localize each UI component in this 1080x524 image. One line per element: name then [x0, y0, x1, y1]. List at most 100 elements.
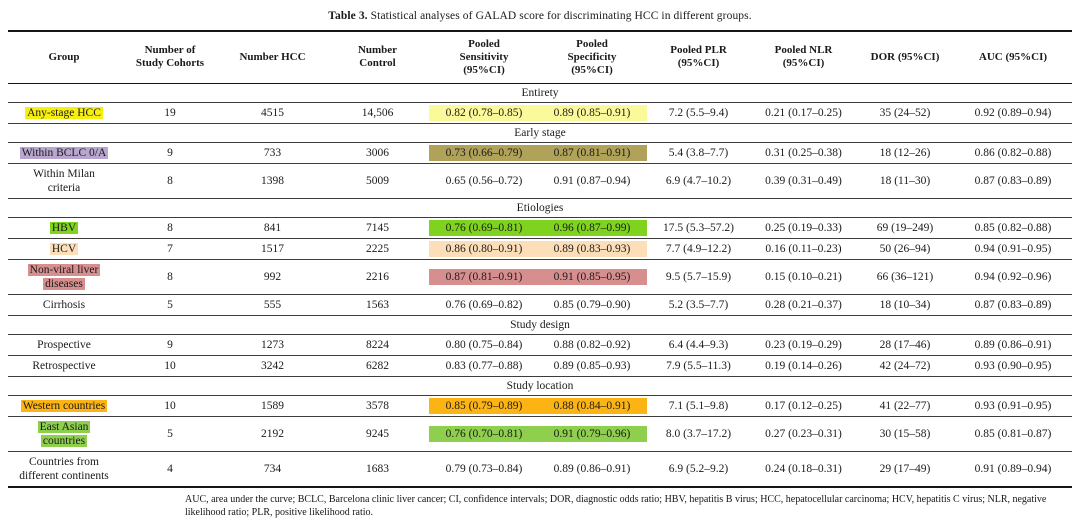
control-cell: 7145	[366, 222, 389, 235]
auc-cell: 0.91 (0.89–0.94)	[974, 463, 1052, 476]
auc-cell: 0.94 (0.91–0.95)	[974, 243, 1052, 256]
sensitivity-cell: 0.83 (0.77–0.88)	[445, 360, 523, 373]
group-cell: Countries from different continents	[8, 452, 120, 488]
sensitivity-cell-value: 0.73 (0.66–0.79)	[429, 144, 539, 161]
specificity-cell: 0.91 (0.85–0.95)	[537, 260, 647, 295]
specificity-cell-value: 0.96 (0.87–0.99)	[537, 220, 647, 237]
group-cell: Non-viral liver diseases	[8, 260, 120, 295]
control-cell: 14,506	[361, 106, 394, 119]
plr-cell: 5.2 (3.5–7.7)	[668, 299, 729, 312]
table-row: East Asian countries 5 2192 9245 0.76 (0.70–…	[8, 417, 1072, 452]
cohorts-cell: 19	[164, 106, 176, 119]
section-row: Entirety	[8, 83, 1072, 103]
plr-cell: 6.9 (4.7–10.2)	[665, 174, 732, 187]
hcc-cell: 4515	[261, 106, 284, 119]
nlr-cell: 0.15 (0.10–0.21)	[765, 271, 842, 284]
header-row: Group Number of Study Cohorts Number HCC Num…	[8, 31, 1072, 84]
column-header: Pooled NLR (95%CI)	[774, 44, 833, 70]
hcc-cell: 555	[263, 299, 282, 312]
dor-cell: 29 (17–49)	[879, 463, 931, 476]
table-caption-label: Table 3.	[328, 10, 368, 22]
sensitivity-cell-value: 0.82 (0.78–0.85)	[429, 104, 539, 121]
sensitivity-cell: 0.82 (0.78–0.85)	[429, 102, 539, 123]
plr-cell: 7.2 (5.5–9.4)	[668, 106, 729, 119]
group-cell: Within BCLC 0/A	[8, 142, 120, 163]
column-header: Pooled Specificity (95%CI)	[567, 38, 617, 76]
group-label: Countries from different continents	[19, 456, 109, 483]
section-label: Study design	[510, 319, 570, 332]
group-label: Prospective	[37, 339, 91, 352]
plr-cell: 5.4 (3.8–7.7)	[668, 146, 729, 159]
specificity-cell: 0.87 (0.81–0.91)	[537, 142, 647, 163]
table-row: Western countries 10 1589 3578 0.85 (0.79–0.…	[8, 396, 1072, 417]
table-row: HCV 7 1517 2225 0.86 (0.80–0.91) 0.89 (0.83–0…	[8, 239, 1072, 260]
control-cell: 9245	[366, 428, 389, 441]
auc-cell: 0.87 (0.83–0.89)	[974, 174, 1052, 187]
sensitivity-cell: 0.76 (0.69–0.81)	[429, 218, 539, 239]
nlr-cell: 0.28 (0.21–0.37)	[765, 299, 842, 312]
specificity-cell-value: 0.89 (0.83–0.93)	[537, 241, 647, 258]
control-cell: 8224	[366, 339, 389, 352]
group-label: HBV	[49, 222, 79, 235]
auc-cell: 0.87 (0.83–0.89)	[974, 299, 1052, 312]
control-cell: 2225	[366, 243, 389, 256]
cohorts-cell: 10	[164, 400, 176, 413]
specificity-cell-value: 0.88 (0.84–0.91)	[537, 398, 647, 415]
specificity-cell-value: 0.87 (0.81–0.91)	[537, 144, 647, 161]
column-header: AUC (95%CI)	[978, 50, 1048, 63]
specificity-cell-value: 0.89 (0.85–0.91)	[537, 104, 647, 121]
table-row: Non-viral liver diseases 8 992 2216 0.87 (0.…	[8, 260, 1072, 295]
nlr-cell: 0.17 (0.12–0.25)	[765, 400, 842, 413]
table-caption: Table 3. Statistical analyses of GALAD s…	[0, 10, 1080, 22]
dor-cell: 69 (19–249)	[876, 222, 934, 235]
hcc-cell: 992	[263, 271, 282, 284]
table-footnote: AUC, area under the curve; BCLC, Barcelo…	[185, 494, 1047, 519]
table-row: Countries from different continents 4 734 1…	[8, 452, 1072, 488]
group-cell: East Asian countries	[8, 417, 120, 452]
group-label: Western countries	[20, 400, 108, 413]
dor-cell: 35 (24–52)	[879, 106, 931, 119]
group-cell: Any-stage HCC	[8, 102, 120, 123]
cohorts-cell: 8	[167, 271, 173, 284]
specificity-cell: 0.88 (0.82–0.92)	[553, 339, 631, 352]
sensitivity-cell: 0.76 (0.70–0.81)	[429, 417, 539, 452]
sensitivity-cell: 0.76 (0.69–0.82)	[445, 299, 523, 312]
specificity-cell: 0.91 (0.87–0.94)	[553, 174, 631, 187]
group-label: Within BCLC 0/A	[19, 146, 109, 159]
cohorts-cell: 5	[167, 428, 173, 441]
group-cell: Prospective	[8, 335, 120, 356]
group-cell: HBV	[8, 218, 120, 239]
specificity-cell: 0.89 (0.85–0.93)	[553, 360, 631, 373]
group-cell: Within Milan criteria	[8, 163, 120, 198]
group-cell: HCV	[8, 239, 120, 260]
control-cell: 3006	[366, 146, 389, 159]
section-label: Entirety	[521, 86, 559, 99]
auc-cell: 0.89 (0.86–0.91)	[974, 339, 1052, 352]
sensitivity-cell-value: 0.76 (0.70–0.81)	[429, 426, 539, 443]
group-label: HCV	[49, 243, 79, 256]
table-row: Retrospective 10 3242 6282 0.83 (0.77–0.88) 0…	[8, 356, 1072, 377]
group-label: Non-viral liver diseases	[27, 264, 101, 291]
table-row: HBV 8 841 7145 0.76 (0.69–0.81) 0.96 (0.87–0.…	[8, 218, 1072, 239]
group-label: Retrospective	[32, 360, 96, 373]
plr-cell: 7.1 (5.1–9.8)	[668, 400, 729, 413]
table-body: Entirety Any-stage HCC 19 4515 14,506 0.82 (0…	[8, 83, 1072, 488]
cohorts-cell: 8	[167, 174, 173, 187]
dor-cell: 18 (11–30)	[879, 174, 931, 187]
section-row: Study location	[8, 377, 1072, 396]
dor-cell: 41 (22–77)	[879, 400, 931, 413]
sensitivity-cell-value: 0.87 (0.81–0.91)	[429, 269, 539, 286]
control-cell: 5009	[366, 174, 389, 187]
control-cell: 1683	[366, 463, 389, 476]
hcc-cell: 733	[263, 146, 282, 159]
table-row: Any-stage HCC 19 4515 14,506 0.82 (0.78–0.85…	[8, 102, 1072, 124]
nlr-cell: 0.39 (0.31–0.49)	[765, 174, 842, 187]
dor-cell: 50 (26–94)	[879, 243, 931, 256]
specificity-cell: 0.88 (0.84–0.91)	[537, 396, 647, 417]
cohorts-cell: 8	[167, 222, 173, 235]
specificity-cell: 0.89 (0.85–0.91)	[537, 102, 647, 123]
column-header: Number of Study Cohorts	[135, 44, 205, 70]
section-label: Early stage	[514, 126, 566, 139]
column-header: Pooled Sensitivity (95%CI)	[459, 38, 509, 76]
cohorts-cell: 9	[167, 146, 173, 159]
